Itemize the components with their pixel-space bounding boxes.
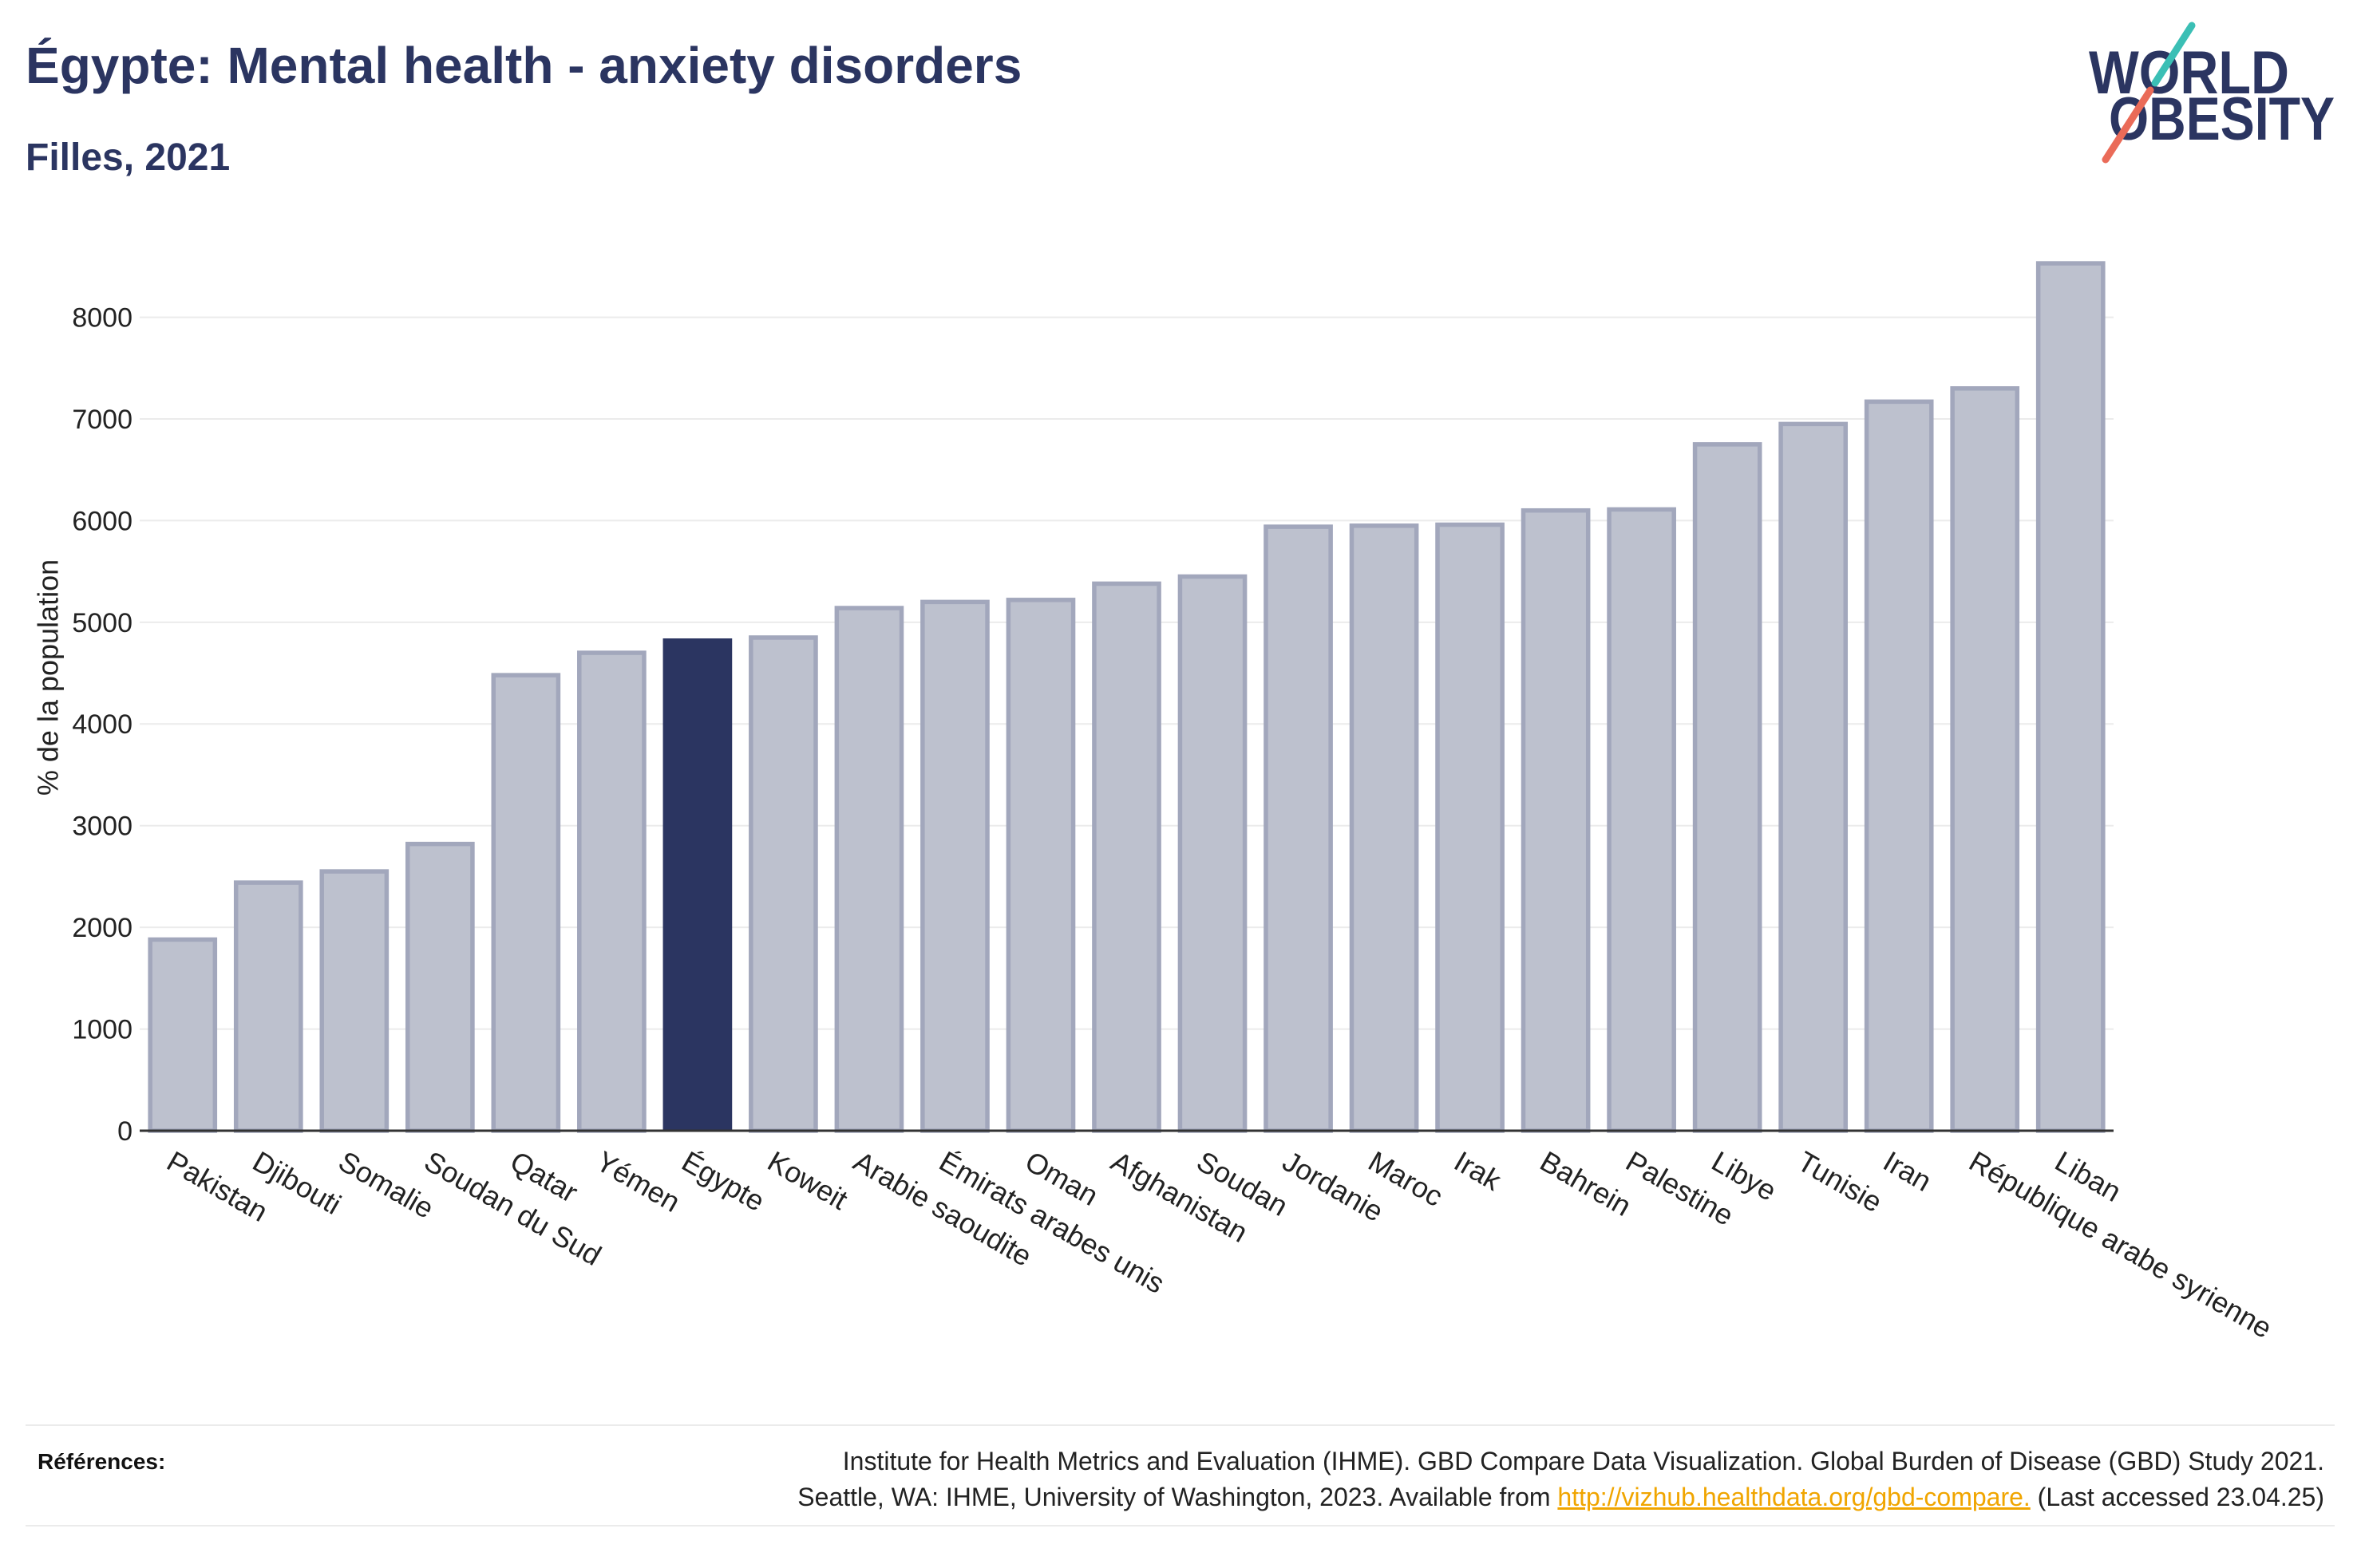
x-tick-label: Koweit [762, 1144, 853, 1216]
bar [1349, 523, 1419, 1133]
bar [1264, 524, 1333, 1133]
x-tick-label: Yémen [591, 1144, 686, 1218]
x-tick-label: Irak [1449, 1144, 1507, 1197]
logo-slash-coral [2102, 86, 2154, 164]
bar [1864, 399, 1934, 1133]
y-tick-label: 4000 [72, 709, 132, 740]
x-tick-label: Bahrein [1535, 1144, 1637, 1222]
y-axis-ticks: 0 1000 2000 3000 4000 5000 6000 7000 8000 [72, 302, 132, 1146]
y-tick-label: 1000 [72, 1014, 132, 1045]
bar [749, 635, 818, 1133]
references-label: Références: [38, 1449, 166, 1474]
y-tick-label: 6000 [72, 506, 132, 536]
y-tick-label: 7000 [72, 405, 132, 435]
bar [319, 869, 390, 1133]
bar [1092, 581, 1161, 1133]
footer-top-divider [26, 1424, 2335, 1426]
logo-slash-teal [2151, 22, 2196, 87]
bar [1435, 522, 1505, 1133]
y-tick-label: 0 [117, 1116, 132, 1147]
bar [920, 599, 990, 1133]
y-axis-label: % de la population [32, 559, 65, 796]
bar [1778, 421, 1849, 1133]
bar [1521, 508, 1591, 1133]
y-tick-label: 2000 [72, 913, 132, 943]
references-text: Institute for Health Metrics and Evaluat… [797, 1444, 2324, 1515]
bar [1607, 507, 1676, 1133]
bar [1006, 598, 1076, 1133]
references-line-2: Seattle, WA: IHME, University of Washing… [797, 1479, 2324, 1515]
page-subtitle: Filles, 2021 [26, 136, 231, 179]
bar [233, 880, 303, 1133]
references-line-2-suffix: (Last accessed 23.04.25) [2030, 1483, 2324, 1511]
references-link[interactable]: http://vizhub.healthdata.org/gbd-compare… [1557, 1483, 2031, 1511]
x-tick-label: Somalie [333, 1144, 439, 1225]
references-line-2-prefix: Seattle, WA: IHME, University of Washing… [797, 1483, 1558, 1511]
footer-bottom-divider [26, 1525, 2335, 1527]
bar [577, 650, 647, 1133]
page-title: Égypte: Mental health - anxiety disorder… [26, 37, 1022, 94]
bar [491, 673, 561, 1133]
bar [148, 937, 218, 1133]
x-tick-label: Tunisie [1792, 1144, 1888, 1218]
bar [1950, 386, 2020, 1133]
bar-highlighted [662, 638, 733, 1131]
x-tick-label: Égypte [676, 1144, 770, 1218]
bar [1177, 574, 1248, 1133]
bar [1692, 442, 1762, 1133]
bar [405, 841, 475, 1133]
world-obesity-logo: WORLD OBESITY [2089, 22, 2335, 164]
y-tick-label: 3000 [72, 812, 132, 842]
references-line-1: Institute for Health Metrics and Evaluat… [842, 1447, 2324, 1475]
x-tick-label: République arabe syrienne [1964, 1144, 2277, 1345]
y-tick-label: 8000 [72, 302, 132, 333]
bars [148, 261, 2106, 1133]
bar [834, 606, 904, 1133]
bar [2035, 261, 2106, 1133]
logo-line-1: WORLD [2089, 39, 2289, 107]
y-tick-label: 5000 [72, 608, 132, 638]
bar-chart: 0 1000 2000 3000 4000 5000 6000 7000 8000 Pakist… [32, 261, 2277, 1345]
